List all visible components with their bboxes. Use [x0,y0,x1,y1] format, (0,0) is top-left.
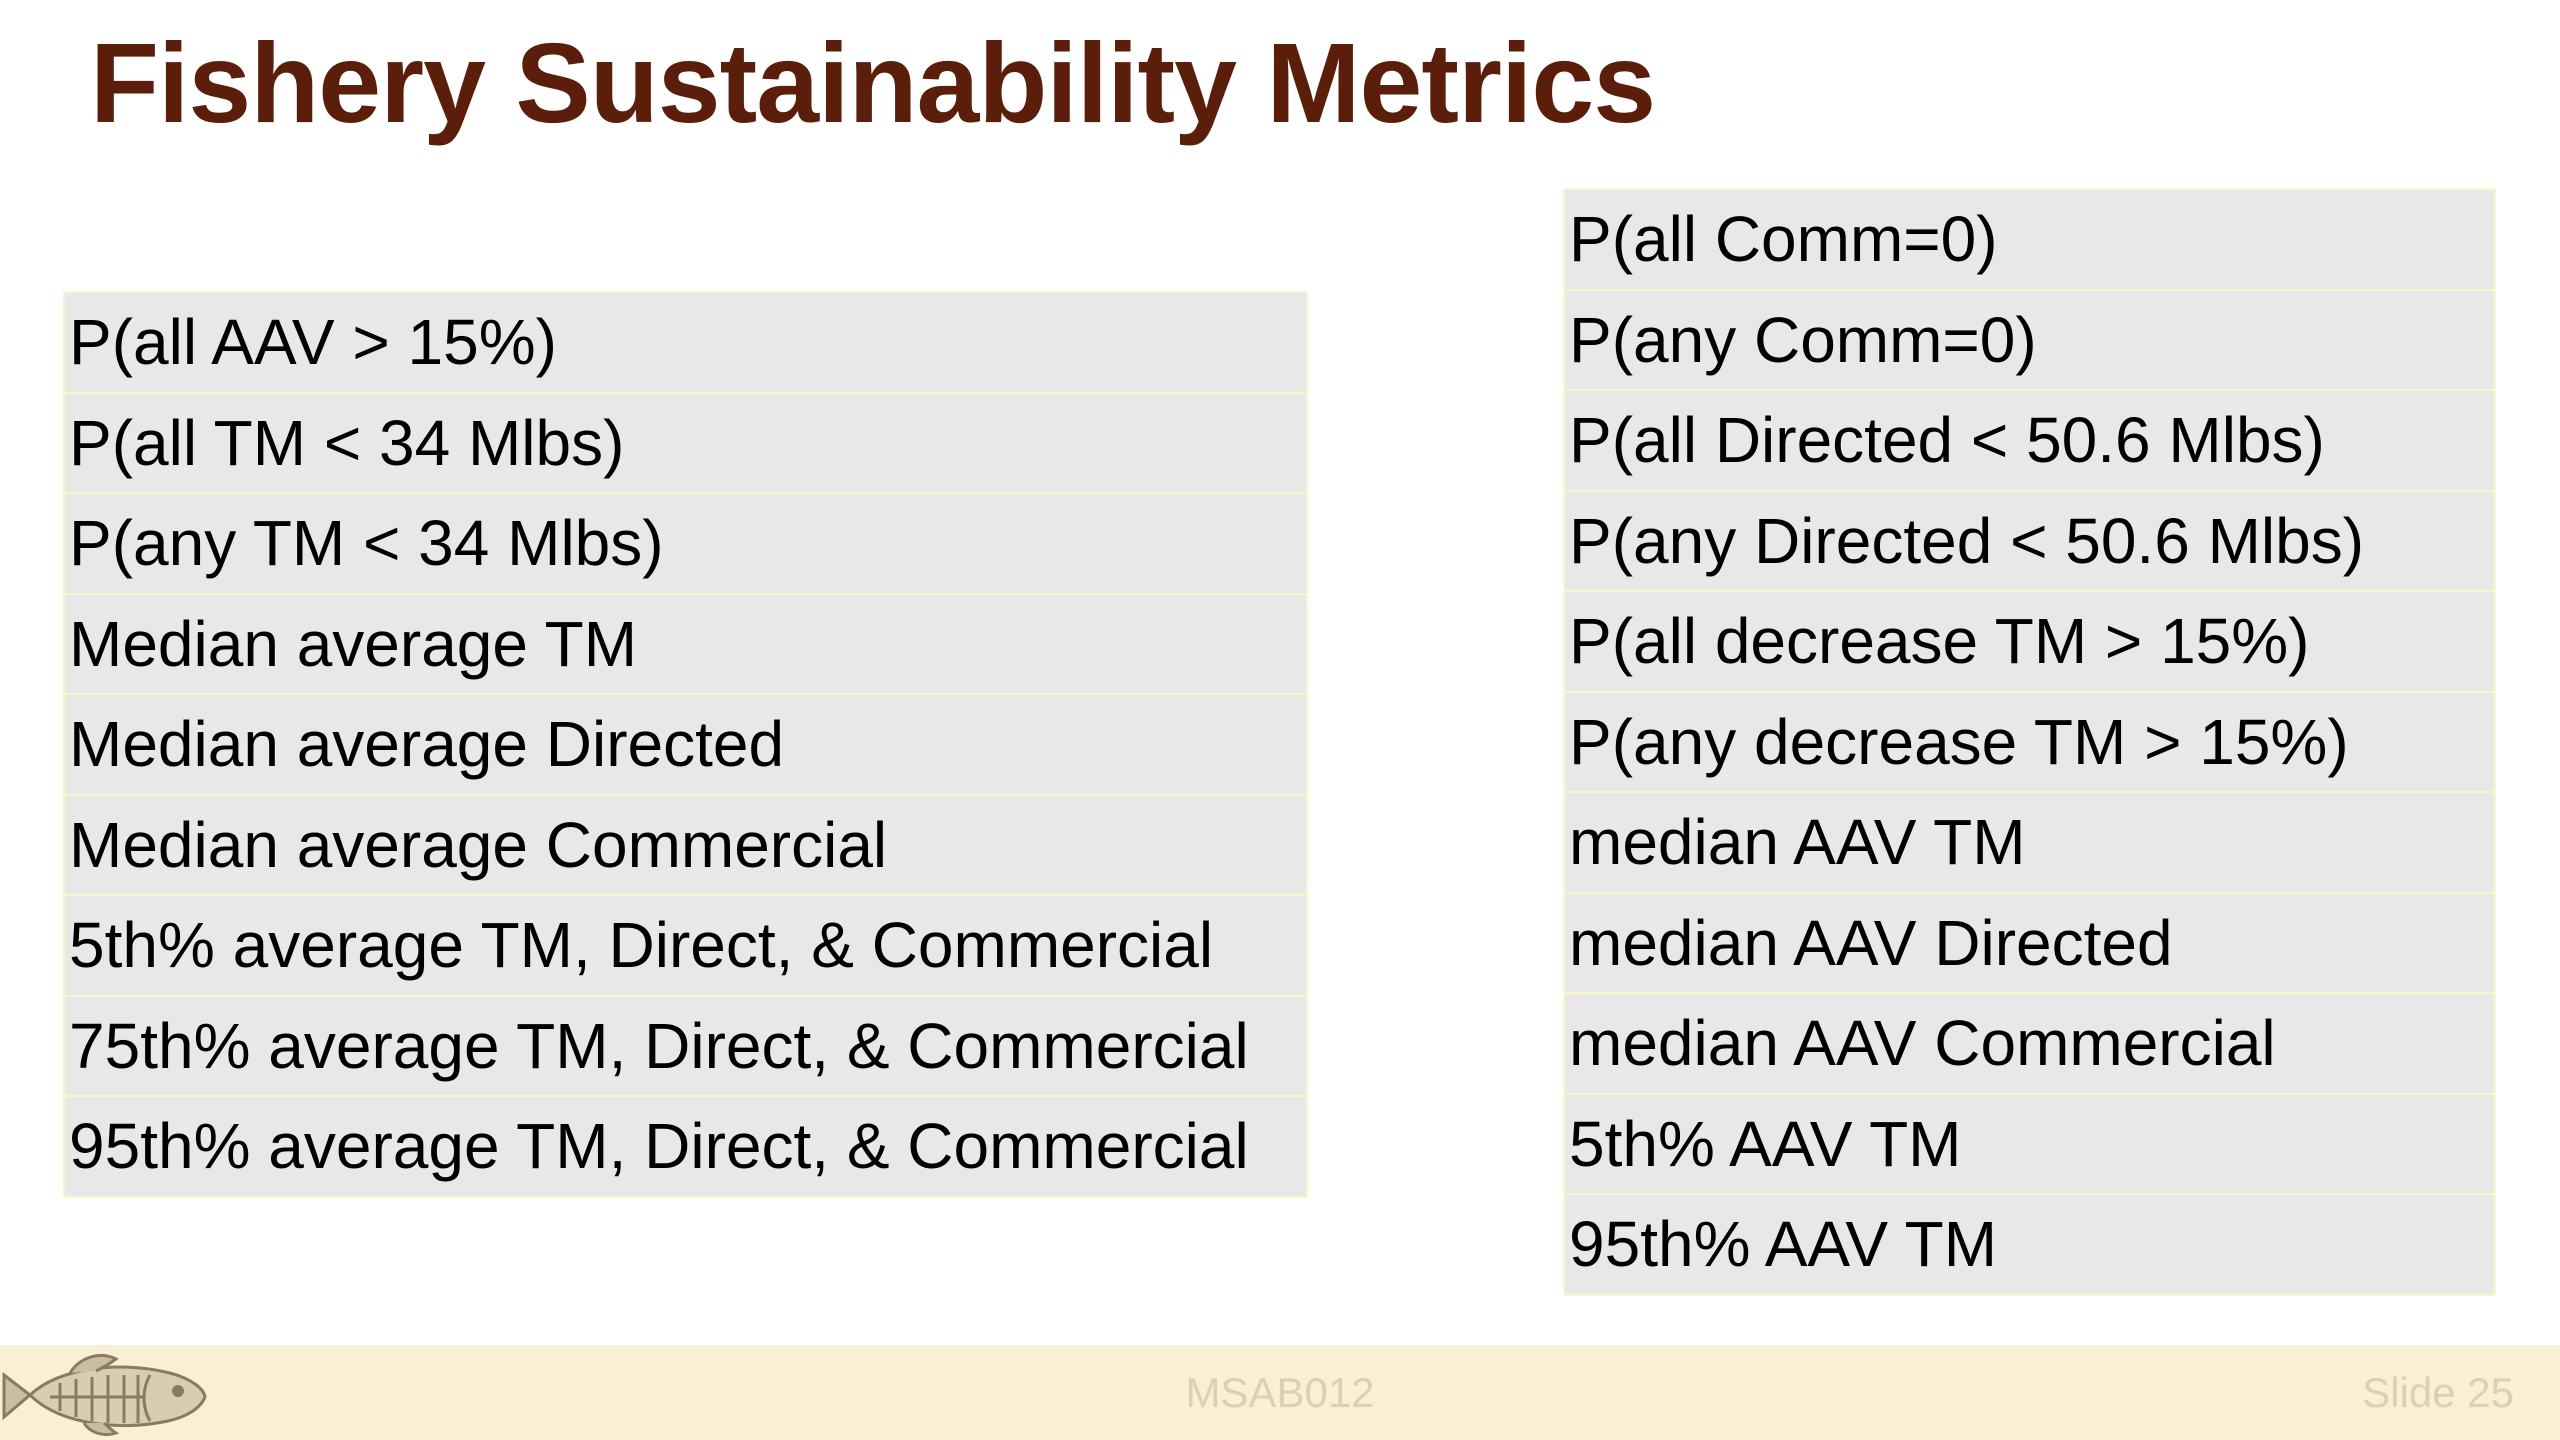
metric-cell: P(any decrease TM > 15%) [1564,690,2495,793]
table-row: P(all AAV > 15%) [64,291,1307,394]
table-row: 5th% average TM, Direct, & Commercial [64,894,1307,997]
table-row: P(all Comm=0) [1564,188,2495,291]
metric-cell: P(any Comm=0) [1564,288,2495,391]
footer-center-text: MSAB012 [1185,1369,1375,1416]
metric-cell: 75th% average TM, Direct, & Commercial [64,994,1307,1097]
table-row: Median average Directed [64,693,1307,796]
metric-cell: 95th% average TM, Direct, & Commercial [64,1095,1307,1198]
fish-logo-icon [2,1354,207,1437]
table-row: P(any TM < 34 Mlbs) [64,492,1307,595]
slide-title: Fishery Sustainability Metrics [90,20,1656,146]
right-metrics-table: P(all Comm=0) P(any Comm=0) P(all Direct… [1563,188,2496,1296]
table-row: P(all Directed < 50.6 Mlbs) [1564,389,2495,492]
metric-cell: Median average Directed [64,693,1307,796]
table-row: P(any Comm=0) [1564,288,2495,391]
table-row: P(all decrease TM > 15%) [1564,590,2495,693]
metric-cell: median AAV TM [1564,791,2495,894]
table-row: median AAV Directed [1564,891,2495,994]
metric-cell: Median average Commercial [64,793,1307,896]
metric-cell: Median average TM [64,592,1307,695]
table-row: median AAV TM [1564,791,2495,894]
metric-cell: 5th% average TM, Direct, & Commercial [64,894,1307,997]
metric-cell: P(any TM < 34 Mlbs) [64,492,1307,595]
table-row: P(all TM < 34 Mlbs) [64,391,1307,494]
metric-cell: P(all Directed < 50.6 Mlbs) [1564,389,2495,492]
table-row: 75th% average TM, Direct, & Commercial [64,994,1307,1097]
table-row: 95th% average TM, Direct, & Commercial [64,1095,1307,1198]
metric-cell: median AAV Directed [1564,891,2495,994]
metric-cell: P(all Comm=0) [1564,188,2495,291]
table-row: 5th% AAV TM [1564,1092,2495,1195]
metric-cell: 95th% AAV TM [1564,1193,2495,1296]
table-row: Median average TM [64,592,1307,695]
metric-cell: P(all AAV > 15%) [64,291,1307,394]
table-row: P(any Directed < 50.6 Mlbs) [1564,489,2495,592]
metric-cell: median AAV Commercial [1564,992,2495,1095]
table-row: 95th% AAV TM [1564,1193,2495,1296]
metric-cell: P(all TM < 34 Mlbs) [64,391,1307,494]
slide-footer: MSAB012 Slide 25 [0,1345,2560,1440]
slide-number: Slide 25 [2362,1369,2514,1416]
table-row: median AAV Commercial [1564,992,2495,1095]
table-row: Median average Commercial [64,793,1307,896]
metric-cell: P(all decrease TM > 15%) [1564,590,2495,693]
metric-cell: 5th% AAV TM [1564,1092,2495,1195]
table-row: P(any decrease TM > 15%) [1564,690,2495,793]
left-metrics-table: P(all AAV > 15%) P(all TM < 34 Mlbs) P(a… [63,291,1308,1198]
metric-cell: P(any Directed < 50.6 Mlbs) [1564,489,2495,592]
